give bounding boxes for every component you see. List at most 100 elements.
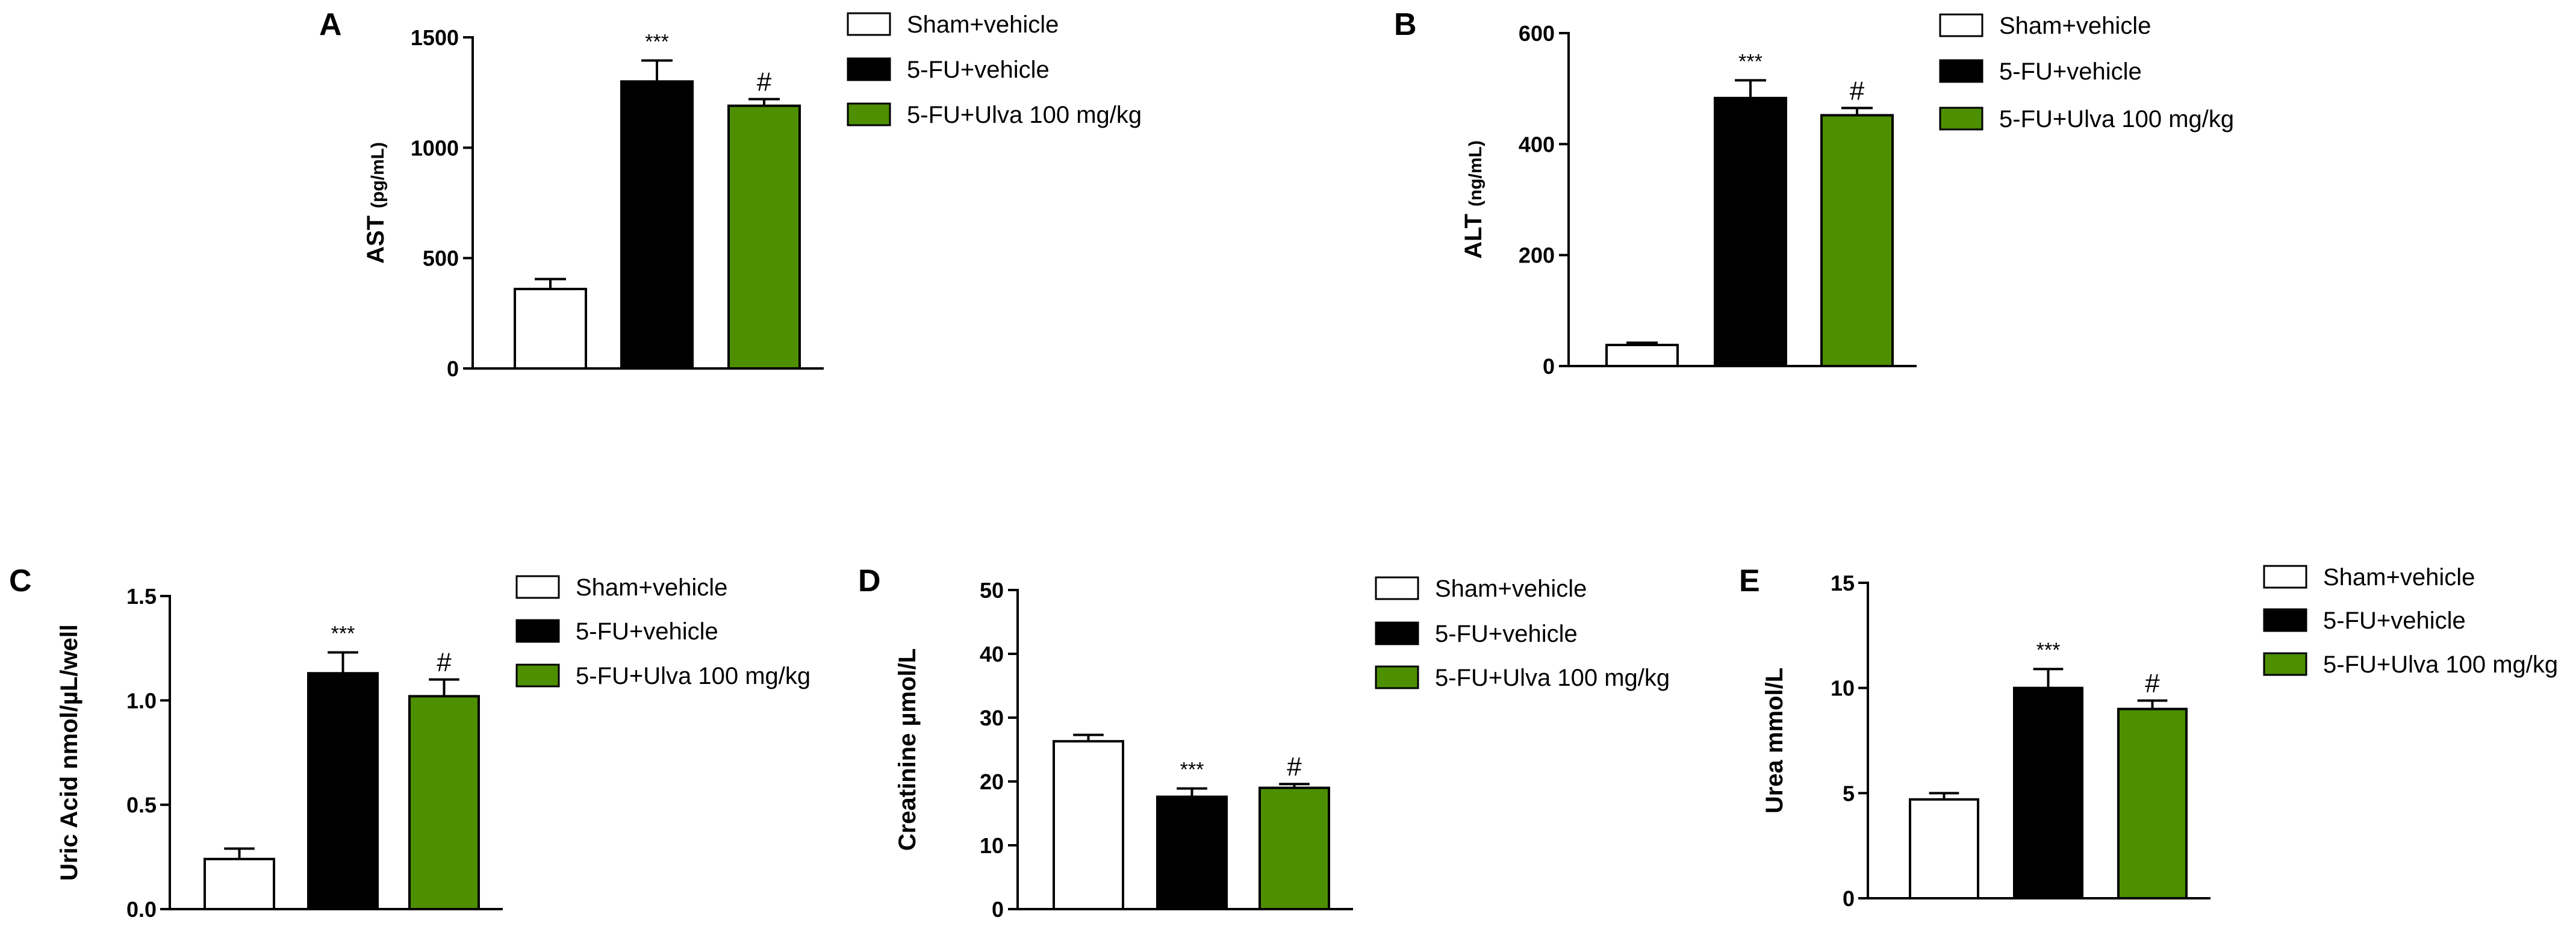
y-tick-label: 0.5 bbox=[126, 793, 157, 818]
y-tick-label: 50 bbox=[980, 578, 1004, 603]
significance-label: # bbox=[437, 648, 452, 677]
legend-swatch-5fu bbox=[847, 57, 891, 81]
y-tick-label: 400 bbox=[1519, 132, 1555, 157]
significance-label: *** bbox=[1180, 759, 1204, 781]
bar-5fu bbox=[1714, 96, 1787, 368]
significance-label: *** bbox=[331, 623, 355, 645]
panel-letter: D bbox=[858, 564, 881, 598]
legend-swatch-sham bbox=[847, 12, 891, 36]
y-axis-label: ALT (ng/mL) bbox=[1460, 140, 1487, 259]
legend-label-ulva: 5-FU+Ulva 100 mg/kg bbox=[2323, 651, 2558, 678]
y-tick-label: 10 bbox=[1831, 676, 1855, 701]
panel-letter: C bbox=[9, 564, 32, 598]
legend-label-sham: Sham+vehicle bbox=[1435, 576, 1587, 602]
y-axis-title: Urea mmol/L bbox=[1761, 668, 1788, 813]
legend-label-sham: Sham+vehicle bbox=[1999, 13, 2151, 39]
legend-label-5fu: 5-FU+vehicle bbox=[576, 618, 718, 645]
legend-label-5fu: 5-FU+vehicle bbox=[2323, 607, 2466, 634]
y-axis-unit: (ng/mL) bbox=[1466, 140, 1486, 207]
legend-label-ulva: 5-FU+Ulva 100 mg/kg bbox=[1435, 665, 1670, 691]
legend-swatch-sham bbox=[1375, 576, 1419, 600]
significance-label: *** bbox=[645, 31, 669, 54]
y-axis-label: Uric Acid nmol/µL/well bbox=[56, 624, 82, 881]
y-axis-label: AST (pg/mL) bbox=[362, 142, 389, 264]
panel-b: B *** #0 200 400 600 ALT (ng/mL) Sham+vehicle 5-F… bbox=[1394, 7, 2234, 379]
y-tick-label: 1500 bbox=[411, 25, 459, 50]
legend-label-5fu: 5-FU+vehicle bbox=[1435, 621, 1578, 647]
y-tick-label: 0 bbox=[447, 356, 459, 381]
y-tick-label: 1.5 bbox=[126, 584, 157, 609]
legend-label-sham: Sham+vehicle bbox=[2323, 564, 2475, 591]
bar-5fu bbox=[307, 672, 379, 911]
bar-ulva bbox=[408, 695, 480, 911]
bar-ulva bbox=[1258, 786, 1330, 910]
legend-swatch-5fu bbox=[2263, 608, 2307, 632]
legend-swatch-ulva bbox=[2263, 652, 2307, 676]
bar-ulva bbox=[1820, 114, 1894, 367]
y-axis-title: Creatinine µmol/L bbox=[894, 648, 921, 851]
y-axis-label: Creatinine µmol/L bbox=[894, 648, 921, 851]
bar-ulva bbox=[2117, 707, 2188, 899]
y-tick-label: 500 bbox=[423, 246, 459, 271]
legend-label-ulva: 5-FU+Ulva 100 mg/kg bbox=[576, 663, 810, 689]
y-tick-label: 0 bbox=[992, 897, 1004, 922]
y-tick-label: 0 bbox=[1843, 886, 1855, 911]
bar-sham bbox=[1605, 343, 1679, 368]
significance-label: # bbox=[2145, 669, 2160, 698]
significance-label: # bbox=[757, 67, 772, 97]
bar-5fu bbox=[620, 80, 694, 370]
bar-5fu bbox=[1156, 795, 1228, 910]
y-tick-label: 0.0 bbox=[126, 897, 157, 922]
bar-sham bbox=[514, 288, 587, 370]
y-tick-label: 200 bbox=[1519, 243, 1555, 268]
legend-swatch-sham bbox=[2263, 565, 2307, 589]
bar-ulva bbox=[727, 104, 801, 370]
y-tick-label: 30 bbox=[980, 706, 1004, 730]
panel-letter: E bbox=[1739, 564, 1760, 598]
panel-d: D *** #0 10 20 30 40 50 Creatinine µmol/L Sham+ve… bbox=[858, 564, 1670, 922]
legend-swatch-sham bbox=[515, 575, 560, 599]
y-tick-label: 10 bbox=[980, 833, 1004, 858]
y-tick-label: 600 bbox=[1519, 21, 1555, 46]
significance-label: *** bbox=[2036, 639, 2061, 662]
legend-label-5fu: 5-FU+vehicle bbox=[907, 57, 1050, 83]
legend-label-5fu: 5-FU+vehicle bbox=[1999, 58, 2142, 85]
legend-swatch-ulva bbox=[515, 663, 560, 688]
bar-sham bbox=[1053, 740, 1124, 910]
y-tick-label: 1000 bbox=[411, 135, 459, 160]
y-tick-label: 20 bbox=[980, 769, 1004, 794]
significance-label: # bbox=[1287, 752, 1302, 781]
bar-sham bbox=[1909, 798, 1979, 900]
y-axis-title: AST bbox=[362, 216, 389, 264]
significance-label: *** bbox=[1738, 50, 1762, 73]
bar-sham bbox=[204, 857, 275, 911]
y-tick-label: 15 bbox=[1831, 571, 1855, 595]
legend-swatch-5fu bbox=[1939, 59, 1983, 83]
legend-swatch-ulva bbox=[847, 102, 891, 126]
legend-swatch-5fu bbox=[1375, 621, 1419, 645]
legend-swatch-ulva bbox=[1939, 107, 1983, 131]
legend-swatch-sham bbox=[1939, 13, 1983, 37]
significance-label: # bbox=[1850, 76, 1865, 105]
y-tick-label: 1.0 bbox=[126, 688, 157, 713]
y-axis-title: Uric Acid nmol/µL/well bbox=[56, 624, 82, 881]
y-axis-label: Urea mmol/L bbox=[1761, 668, 1788, 813]
legend-swatch-ulva bbox=[1375, 665, 1419, 689]
panel-a: A *** #0 500 1000 1500 AST (pg/mL) Sham+vehicle 5… bbox=[319, 7, 1142, 381]
panel-e: E *** #0 5 10 15 Urea mmol/L Sham+vehicle 5-FU+v… bbox=[1739, 564, 2558, 911]
y-axis-title: ALT bbox=[1460, 214, 1487, 259]
panel-c: C *** #0.0 0.5 1.0 1.5 Uric Acid nmol/µL/well S… bbox=[9, 564, 810, 922]
y-tick-label: 0 bbox=[1543, 354, 1555, 379]
y-tick-label: 40 bbox=[980, 642, 1004, 666]
legend-swatch-5fu bbox=[515, 619, 560, 643]
legend-label-sham: Sham+vehicle bbox=[907, 11, 1059, 38]
legend-label-sham: Sham+vehicle bbox=[576, 574, 727, 601]
y-tick-label: 5 bbox=[1843, 781, 1855, 806]
legend-label-ulva: 5-FU+Ulva 100 mg/kg bbox=[907, 102, 1142, 128]
panel-letter: A bbox=[319, 7, 342, 42]
legend-label-ulva: 5-FU+Ulva 100 mg/kg bbox=[1999, 106, 2234, 132]
panel-letter: B bbox=[1394, 7, 1417, 42]
y-axis-unit: (pg/mL) bbox=[368, 142, 388, 208]
bar-5fu bbox=[2013, 686, 2083, 899]
